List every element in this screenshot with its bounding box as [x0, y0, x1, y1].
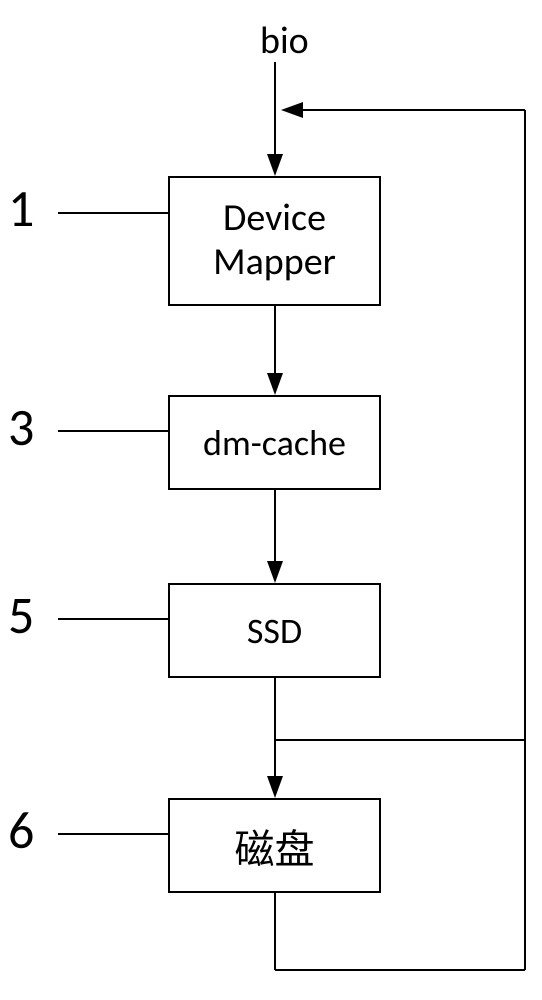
dm-cache-label: dm-cache [203, 421, 346, 465]
ssd-label: SSD [247, 609, 302, 653]
bio-label: bio [260, 18, 309, 64]
num-connector-6 [58, 833, 168, 835]
num-connector-1 [58, 212, 168, 214]
disk-box: 磁盘 [168, 798, 381, 893]
node-number-6: 6 [8, 798, 34, 862]
device-mapper-box: Device Mapper [168, 176, 381, 306]
node-number-5: 5 [8, 583, 34, 647]
node-number-3: 3 [8, 395, 34, 459]
device-mapper-line2: Mapper [213, 241, 336, 285]
node-number-1: 1 [8, 176, 34, 240]
disk-label: 磁盘 [235, 817, 315, 875]
num-connector-5 [58, 618, 168, 620]
num-connector-3 [58, 430, 168, 432]
device-mapper-line1: Device [213, 197, 336, 241]
dm-cache-box: dm-cache [168, 395, 381, 490]
ssd-box: SSD [168, 583, 381, 678]
